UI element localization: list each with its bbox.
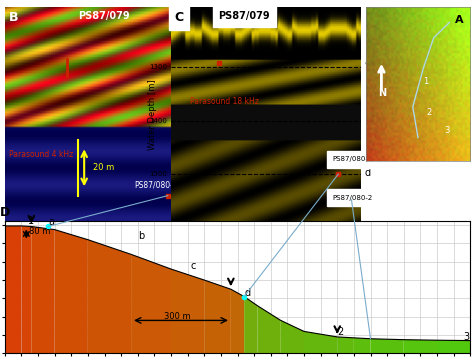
Text: 1500: 1500 [149, 171, 167, 177]
Text: a: a [48, 217, 54, 227]
Polygon shape [231, 289, 244, 353]
Text: 300 m: 300 m [164, 312, 191, 321]
Text: 3: 3 [464, 332, 470, 342]
Text: 1: 1 [423, 77, 428, 86]
Text: PS87/080-2: PS87/080-2 [332, 195, 373, 201]
Text: C: C [175, 11, 184, 24]
Text: 80 m: 80 m [28, 227, 50, 236]
Text: A: A [455, 15, 463, 25]
Text: c: c [365, 158, 370, 168]
Text: 1: 1 [28, 216, 34, 226]
Polygon shape [337, 337, 354, 353]
Polygon shape [21, 226, 31, 353]
Text: a: a [365, 57, 371, 67]
Text: 1400: 1400 [149, 118, 167, 124]
Polygon shape [5, 226, 21, 353]
Text: d: d [244, 288, 250, 298]
Polygon shape [55, 230, 88, 353]
Text: a: a [182, 59, 189, 69]
Text: b: b [189, 106, 195, 116]
Text: 3: 3 [444, 126, 449, 135]
Text: Parasound 4 kHz: Parasound 4 kHz [9, 150, 73, 159]
Polygon shape [31, 226, 55, 353]
Polygon shape [88, 240, 131, 353]
Text: 2: 2 [337, 327, 343, 337]
Text: 20 m: 20 m [93, 163, 114, 172]
Text: c: c [189, 154, 194, 164]
Text: PS87/079: PS87/079 [218, 11, 270, 21]
Text: B: B [9, 11, 19, 24]
Text: b: b [365, 111, 371, 121]
Text: PS87/080-3: PS87/080-3 [134, 180, 178, 189]
Text: d: d [189, 196, 195, 206]
Text: Water Depth [m]: Water Depth [m] [148, 79, 157, 150]
Polygon shape [204, 280, 231, 353]
Text: 2: 2 [427, 107, 432, 117]
Polygon shape [354, 338, 370, 353]
Text: c: c [191, 261, 196, 271]
Text: PS87/080-3: PS87/080-3 [332, 156, 373, 162]
Polygon shape [370, 339, 404, 353]
Text: D: D [0, 206, 10, 219]
Text: PS87/079: PS87/079 [78, 11, 130, 21]
Text: N: N [378, 88, 387, 98]
Polygon shape [131, 254, 171, 353]
Text: d: d [365, 169, 371, 178]
Polygon shape [171, 269, 204, 353]
Polygon shape [404, 340, 437, 353]
Polygon shape [304, 331, 337, 353]
Text: Parasound 18 kHz: Parasound 18 kHz [190, 96, 259, 106]
Polygon shape [244, 297, 257, 353]
Text: b: b [138, 231, 144, 241]
Polygon shape [281, 321, 304, 353]
Text: 1300: 1300 [149, 64, 167, 70]
Polygon shape [257, 306, 281, 353]
Polygon shape [437, 340, 470, 353]
